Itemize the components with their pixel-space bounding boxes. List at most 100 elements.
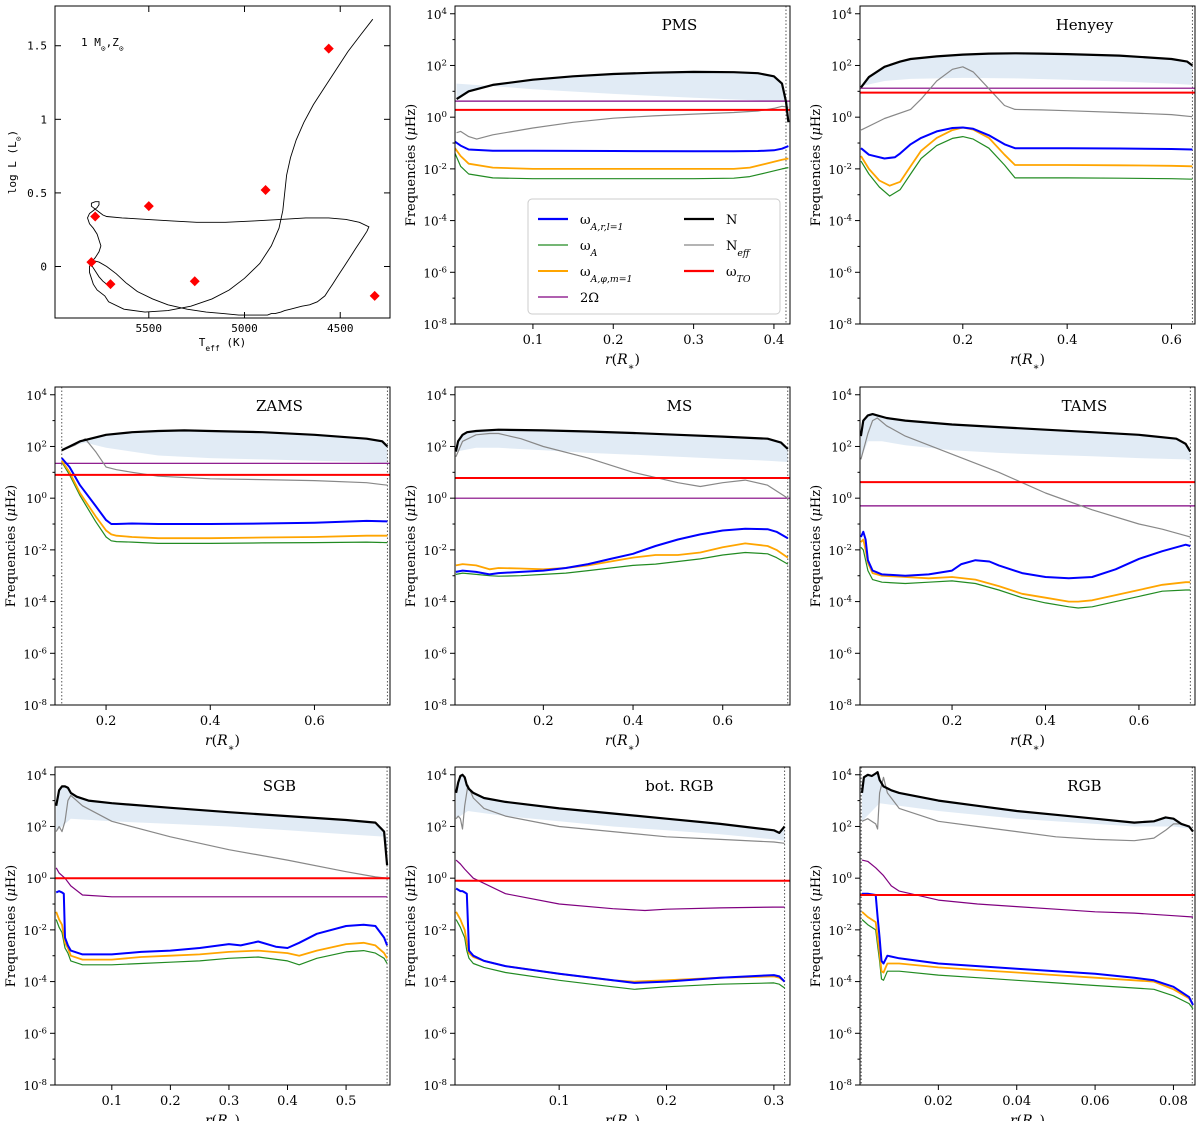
xtick-label: 0.4 [200, 714, 221, 729]
ytick-label: 10-8 [23, 1078, 47, 1093]
series-n [860, 771, 1194, 833]
ytick-label: 10-8 [423, 317, 447, 332]
ytick-label: 100 [831, 110, 852, 125]
x-axis-label: r(R∗) [1010, 1113, 1045, 1121]
panel-frame [859, 386, 1196, 706]
ytick-label: 100 [831, 871, 852, 886]
panel-frame [454, 386, 791, 706]
panel-ms: 104 102 100 10-2 10-4 10-6 10-8 0.2 0.4 0.6 MS r(R∗… [404, 386, 791, 754]
series-n [860, 413, 1192, 453]
ytick-label: 10-2 [828, 162, 852, 177]
series-a-r-l-1 [860, 530, 1191, 580]
legend-label: ωA,φ,m=1 [580, 265, 632, 285]
hrd-panel: 5500 5000 4500 0 0.5 1 1.5 1 M⊙,Z⊙ Teff (K) log L… [6, 5, 391, 353]
series-a-m-1 [860, 126, 1193, 187]
panel-title: Henyey [1056, 16, 1114, 34]
xtick-label: 0.08 [1159, 1094, 1188, 1109]
series-n-eff [456, 105, 789, 140]
xtick-label: 0.4 [277, 1094, 298, 1109]
series-a [861, 919, 1194, 1010]
panel-frame [859, 766, 1196, 1086]
xtick-label: 0.2 [533, 714, 554, 729]
x-axis-label: r(R∗) [605, 1113, 640, 1121]
ytick-label: 104 [831, 388, 852, 403]
y-axis-label: Frequencies (μHz) [809, 485, 824, 607]
series-a-r-l-1 [61, 457, 388, 525]
hrd-ytick-label: 0.5 [27, 187, 47, 200]
series-a-r-l-1 [455, 887, 786, 984]
xtick-label: 0.06 [1081, 1094, 1110, 1109]
series-a [61, 461, 388, 544]
y-axis-label: Frequencies (μHz) [404, 104, 419, 226]
ytick-label: 100 [26, 491, 47, 506]
legend-label: Neff [726, 239, 751, 259]
panel-tams: 104 102 100 10-2 10-4 10-6 10-8 0.2 0.4 0.6 TAMS r(… [809, 386, 1196, 754]
shaded-region [456, 774, 785, 841]
ytick-label: 10-8 [423, 1078, 447, 1093]
y-axis-label: Frequencies (μHz) [4, 485, 19, 607]
ytick-label: 10-4 [423, 595, 447, 610]
panel-frame [54, 766, 391, 1086]
series-a-r-l-1 [455, 527, 789, 576]
series-a-r-l-1 [455, 140, 789, 153]
panel-title: PMS [662, 16, 698, 34]
xtick-label: 0.2 [656, 1094, 677, 1109]
ytick-label: 10-4 [23, 975, 47, 990]
ytick-label: 100 [426, 871, 447, 886]
legend-label: 2Ω [580, 291, 599, 306]
ytick-label: 104 [426, 7, 447, 22]
series-n-eff [61, 438, 388, 486]
panel-title: ZAMS [256, 397, 303, 415]
y-axis-label: Frequencies (μHz) [404, 865, 419, 987]
shaded-region [860, 414, 1191, 461]
hrd-xtick-label: 5500 [136, 322, 163, 335]
ytick-label: 104 [26, 768, 47, 783]
ytick-label: 10-6 [828, 265, 852, 280]
series-a [860, 136, 1193, 197]
xtick-label: 0.4 [623, 714, 644, 729]
xtick-label: 0.2 [942, 714, 963, 729]
panel-plot-area [860, 6, 1195, 324]
series-a-m-1 [860, 538, 1191, 603]
panel-title: SGB [263, 777, 296, 795]
hrd-xtick-label: 4500 [327, 322, 354, 335]
series-a-m-1 [861, 911, 1194, 1006]
ytick-label: 104 [831, 7, 852, 22]
ytick-label: 100 [426, 491, 447, 506]
xtick-label: 0.3 [764, 1094, 785, 1109]
ytick-label: 102 [26, 439, 47, 454]
xtick-label: 0.6 [712, 714, 733, 729]
panel-henyey: 104 102 100 10-2 10-4 10-6 10-8 0.2 0.4 0.6 Henyey… [809, 5, 1196, 373]
hrd-marker [369, 290, 380, 301]
panel-plot-area [455, 6, 790, 324]
series-a-r-l-1 [862, 892, 1194, 1006]
series-two-omega [861, 859, 1194, 918]
hrd-marker [260, 184, 271, 195]
ytick-label: 10-6 [23, 646, 47, 661]
ytick-label: 10-8 [828, 317, 852, 332]
panel-rgb: 104 102 100 10-2 10-4 10-6 10-8 0.02 0.04 0.06 0.0… [809, 766, 1196, 1121]
x-axis-label: r(R∗) [605, 733, 640, 754]
x-axis-label: r(R∗) [205, 733, 240, 754]
panel-title: bot. RGB [645, 777, 714, 795]
hrd-ylabel: log L (L⊙) [6, 130, 23, 194]
shaded-region [61, 430, 388, 464]
hrd-xtick-label: 5000 [231, 322, 258, 335]
x-axis-label: r(R∗) [1010, 352, 1045, 373]
ytick-label: 10-2 [423, 923, 447, 938]
shaded-region [456, 71, 789, 123]
series-n [61, 429, 389, 452]
panel-title: MS [667, 397, 693, 415]
series-n-eff [861, 776, 1194, 842]
panel-plot-area [455, 767, 790, 1085]
ytick-label: 102 [426, 439, 447, 454]
ytick-label: 10-4 [423, 214, 447, 229]
hrd-xlabel: Teff (K) [199, 336, 246, 353]
hrd-annotation: 1 M⊙,Z⊙ [81, 36, 124, 53]
panel-plot-area [860, 767, 1195, 1085]
y-axis-label: Frequencies (μHz) [4, 865, 19, 987]
xtick-label: 0.4 [764, 333, 785, 348]
ytick-label: 100 [426, 110, 447, 125]
shaded-region [455, 429, 788, 462]
